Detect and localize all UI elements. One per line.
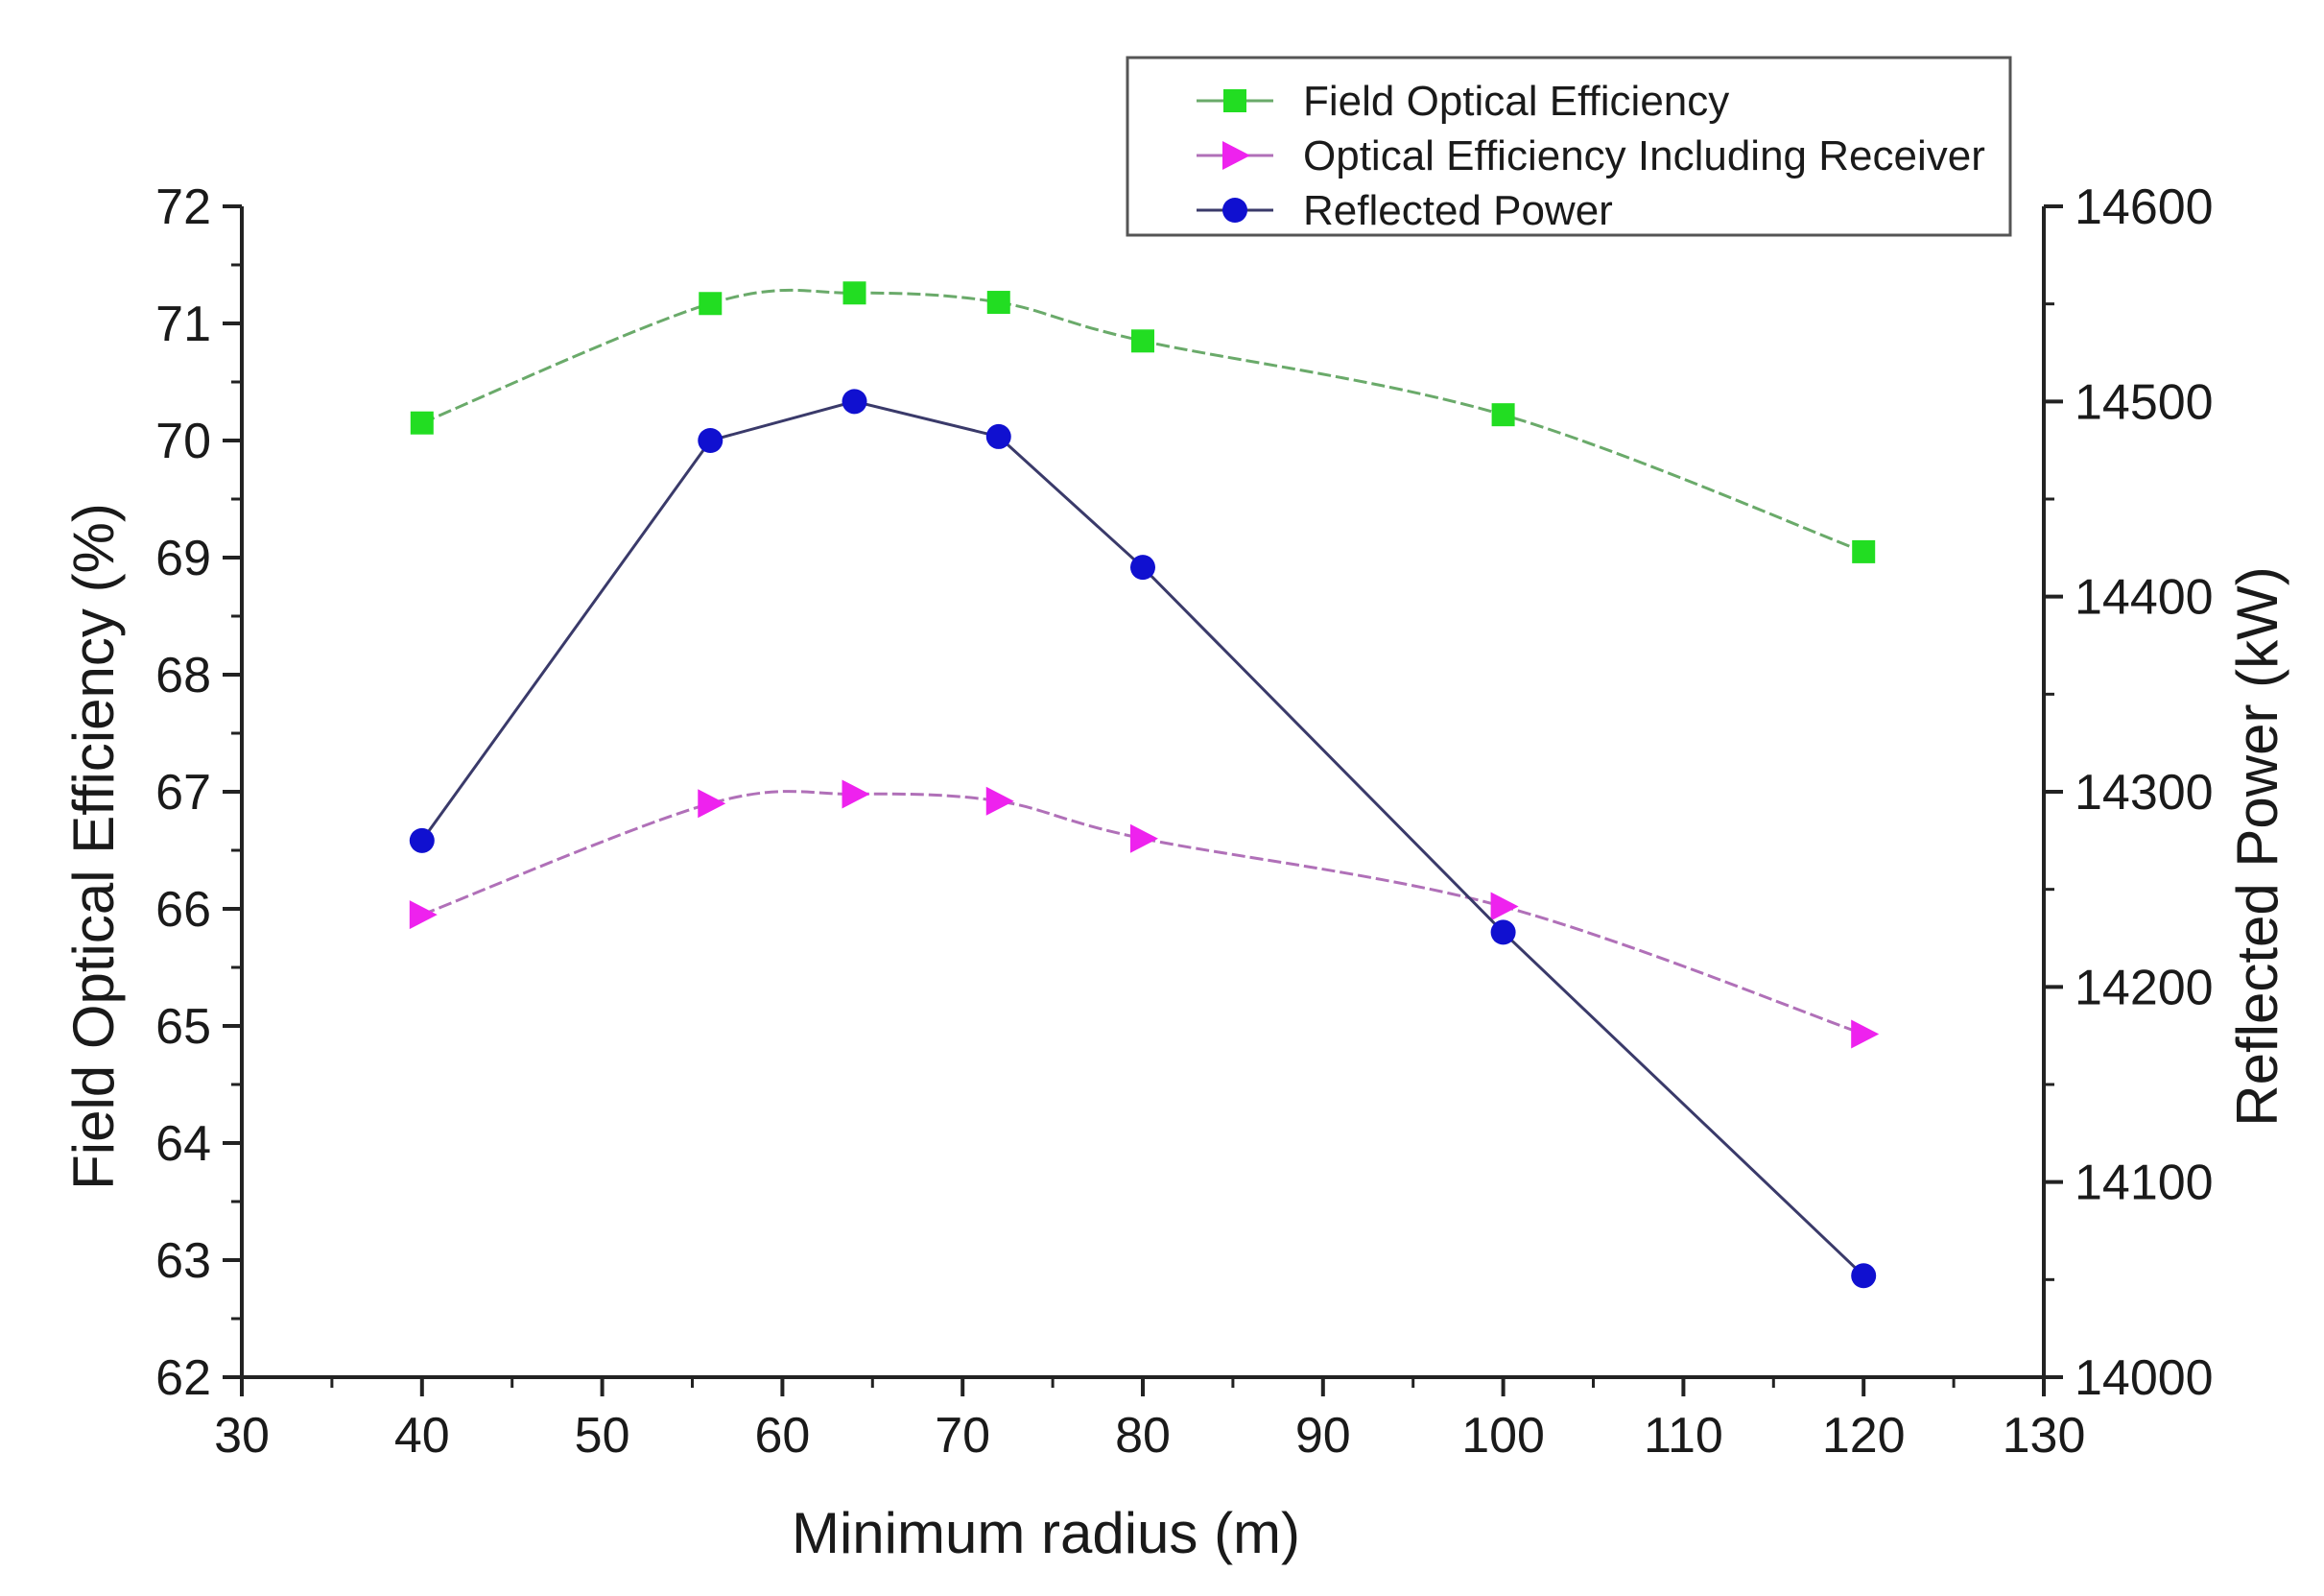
y-right-tick-label: 14500 (2075, 374, 2214, 430)
legend-box (1126, 56, 2012, 237)
y-left-tick-label: 65 (155, 999, 211, 1055)
y-axis-left: 62 63 64 65 66 67 68 69 70 71 72 (155, 179, 242, 1406)
legend-label: Optical Efficiency Including Receiver (1303, 132, 1985, 179)
y-left-tick-label: 72 (155, 179, 211, 235)
plot-frame (240, 206, 2046, 1379)
legend-item: Optical Efficiency Including Receiver (1197, 132, 1985, 179)
y-left-tick-label: 64 (155, 1116, 211, 1172)
x-tick-label: 90 (1295, 1408, 1351, 1464)
y-right-tick-label: 14000 (2075, 1350, 2214, 1406)
legend-marker (1223, 89, 1246, 112)
data-point (842, 779, 870, 809)
data-point (1130, 823, 1158, 853)
x-tick-label: 70 (935, 1408, 990, 1464)
y-right-tick-label: 14100 (2075, 1155, 2214, 1211)
data-point (409, 900, 438, 930)
data-point (1130, 555, 1155, 581)
x-axis-title: Minimum radius (m) (792, 1501, 1300, 1565)
legend-item: Reflected Power (1197, 187, 1613, 234)
y-left-tick-label: 66 (155, 882, 211, 938)
y-axis-right: 14000 14100 14200 14300 14400 14500 14600 (2044, 179, 2214, 1406)
x-tick-label: 60 (754, 1408, 810, 1464)
data-point (1490, 919, 1516, 945)
x-tick-label: 130 (2003, 1408, 2086, 1464)
y-left-tick-label: 67 (155, 765, 211, 821)
data-point (698, 428, 723, 453)
legend: Field Optical Efficiency Optical Efficien… (1126, 56, 2012, 237)
y-axis-right-title: Reflected Power (kW) (2225, 566, 2289, 1126)
data-point (1131, 329, 1154, 353)
data-point (410, 411, 434, 435)
data-point (1490, 892, 1519, 921)
data-point (1852, 539, 1876, 563)
series-line (421, 288, 1864, 554)
y-left-tick-label: 71 (155, 297, 211, 352)
data-point (986, 291, 1010, 315)
y-right-tick-label: 14400 (2075, 570, 2214, 626)
legend-marker (1222, 198, 1247, 223)
data-point (1491, 403, 1515, 427)
series-reflected-power (409, 389, 1877, 1289)
x-axis: 30 40 50 60 70 80 90 100 110 120 130 (214, 1377, 2085, 1464)
x-tick-label: 40 (394, 1408, 450, 1464)
x-tick-label: 80 (1115, 1408, 1171, 1464)
data-point (842, 389, 867, 415)
x-tick-label: 110 (1644, 1408, 1723, 1464)
x-tick-label: 120 (1822, 1408, 1906, 1464)
y-right-tick-label: 14300 (2075, 765, 2214, 821)
data-point (409, 827, 435, 853)
x-tick-label: 50 (575, 1408, 630, 1464)
data-point (698, 789, 726, 819)
series-layer (409, 281, 1880, 1289)
y-left-tick-label: 70 (155, 414, 211, 469)
y-right-tick-label: 14200 (2075, 960, 2214, 1015)
legend-item: Field Optical Efficiency (1197, 78, 1729, 125)
y-axis-left-title: Field Optical Efficiency (%) (61, 503, 126, 1190)
data-point (699, 292, 723, 316)
series-optical-efficiency-including-receiver (409, 779, 1880, 1049)
legend-label: Field Optical Efficiency (1303, 78, 1729, 125)
series-line (421, 790, 1864, 1036)
data-point (985, 423, 1011, 449)
y-left-tick-label: 63 (155, 1233, 211, 1289)
data-point (1851, 1263, 1877, 1289)
data-point (842, 281, 866, 305)
legend-marker (1222, 141, 1250, 170)
y-left-tick-label: 68 (155, 648, 211, 703)
x-tick-label: 100 (1461, 1408, 1545, 1464)
x-tick-label: 30 (214, 1408, 270, 1464)
y-left-tick-label: 62 (155, 1350, 211, 1406)
y-left-tick-label: 69 (155, 531, 211, 586)
y-right-tick-label: 14600 (2075, 179, 2214, 235)
data-point (1851, 1019, 1880, 1049)
legend-label: Reflected Power (1303, 187, 1613, 234)
data-point (985, 786, 1014, 816)
series-field-optical-efficiency (410, 281, 1876, 563)
